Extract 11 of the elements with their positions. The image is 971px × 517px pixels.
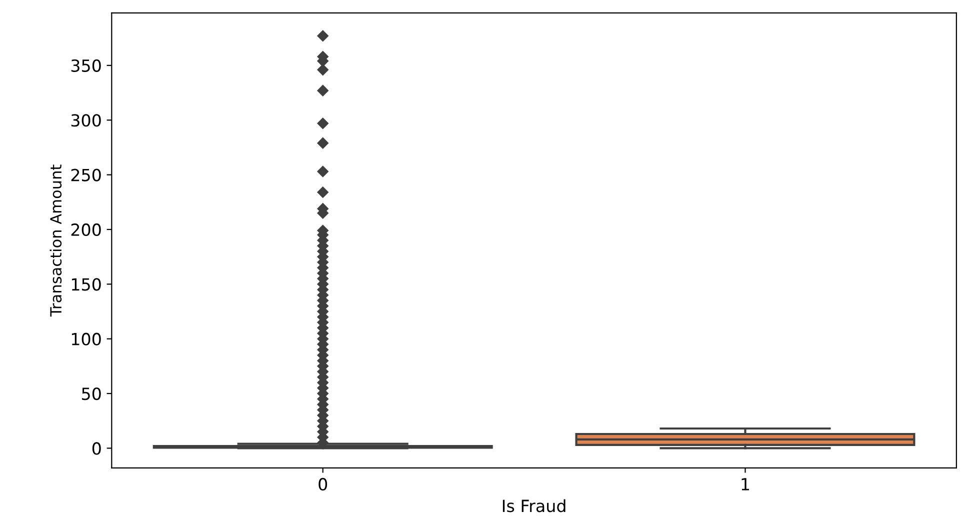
y-tick-label: 300 bbox=[71, 114, 101, 127]
y-tick-label: 50 bbox=[82, 387, 101, 400]
y-tick-label: 150 bbox=[72, 278, 101, 291]
y-tick-label: 200 bbox=[71, 223, 101, 236]
y-tick-label: 250 bbox=[71, 168, 101, 182]
y-axis-title: Transaction Amount bbox=[50, 164, 62, 317]
y-tick-label: 350 bbox=[71, 59, 101, 72]
y-tick-label: 0 bbox=[92, 442, 101, 455]
x-tick-label: 1 bbox=[742, 478, 750, 490]
x-axis-title: Is Fraud bbox=[502, 499, 566, 512]
y-tick-label: 100 bbox=[72, 332, 101, 346]
